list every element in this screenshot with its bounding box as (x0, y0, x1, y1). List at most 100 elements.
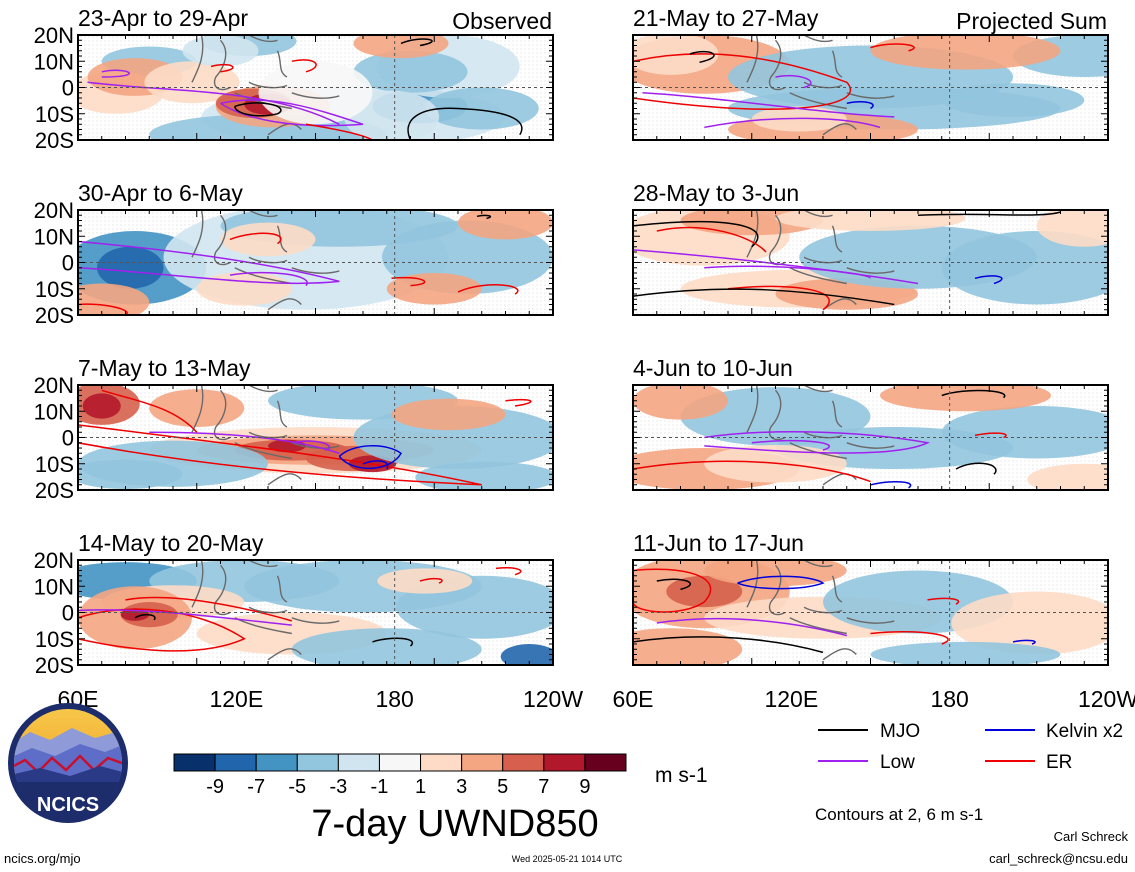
colorbar-tick-label: -5 (288, 776, 306, 798)
coastline (291, 267, 340, 274)
wind-anomaly-shading (415, 461, 553, 490)
latitude-label: 10N (34, 574, 74, 599)
filter-contour (407, 107, 523, 140)
colorbar-box (296, 753, 339, 772)
coastline (803, 606, 843, 614)
filter-contour (505, 398, 532, 407)
map-panel: 28-May to 3-Jun (632, 180, 1109, 316)
coastline (846, 267, 895, 274)
coastline (267, 473, 302, 486)
latitude-label: 10N (34, 224, 74, 249)
latitude-label: 20N (34, 548, 74, 573)
wind-anomaly-shading (353, 35, 449, 59)
wind-anomaly-shading (82, 393, 121, 419)
latitude-label: 20S (35, 303, 74, 328)
filter-contour (917, 211, 1061, 217)
coastline (831, 400, 843, 428)
coastline (291, 617, 340, 624)
colorbar: -9 -7 -5 -3 -1 1 3 5 7 9 (173, 753, 627, 798)
latitude-label: 0 (62, 601, 74, 626)
filter-contour (101, 389, 198, 433)
filter-contour (633, 53, 852, 110)
filter-contour (974, 432, 1007, 439)
panel-title: 14-May to 20-May (78, 530, 264, 556)
wind-anomaly-shading (78, 459, 183, 489)
filter-contour (870, 43, 915, 52)
filter-contour (633, 288, 895, 306)
wind-anomaly-shading (941, 83, 1085, 117)
wind-anomaly-shading (291, 628, 482, 665)
panel-title: 11-Jun to 17-Jun (633, 530, 804, 556)
latitude-label: 10S (35, 627, 74, 652)
coastline (831, 575, 843, 603)
filter-contour (291, 440, 331, 451)
filter-contour (101, 69, 130, 78)
coastline (768, 389, 786, 441)
filter-contour (751, 439, 831, 451)
coastline (846, 442, 895, 449)
filter-contour (400, 38, 433, 47)
coastline (789, 617, 847, 635)
panel-corner-label: Observed (452, 8, 552, 34)
latitude-label: 10N (34, 399, 74, 424)
coastline (213, 564, 231, 616)
colorbar-tick-label: -3 (329, 776, 347, 798)
filter-contour (737, 575, 825, 590)
filter-contour (234, 102, 282, 117)
coastline (822, 648, 857, 661)
map-panel: 4-Jun to 10-Jun (632, 355, 1109, 491)
coastline (291, 92, 340, 99)
latitude-label: 0 (62, 426, 74, 451)
coastline (803, 210, 833, 218)
filter-contour (78, 303, 128, 315)
coastline (768, 564, 786, 616)
legend-label-er: ER (1046, 752, 1072, 773)
coastline (789, 267, 847, 285)
wind-anomaly-shading (870, 641, 1061, 665)
latitude-label: 20S (35, 478, 74, 503)
filter-contour (229, 271, 308, 287)
wind-anomaly-shading (353, 50, 468, 93)
footer-timestamp: Wed 2025-05-21 1014 UTC (512, 854, 623, 864)
legend-label-kelvin: Kelvin x2 (1046, 721, 1123, 742)
coastline (746, 385, 759, 433)
longitude-label: 120W (523, 686, 583, 712)
filter-contour (1012, 639, 1036, 645)
footer-url[interactable]: ncics.org/mjo (4, 851, 81, 866)
coastline (803, 385, 833, 393)
figure-title: 7-day UWND850 (311, 803, 598, 845)
filter-contour (229, 232, 282, 245)
logo-text: NCICS (37, 794, 99, 816)
colorbar-box (461, 753, 504, 772)
wind-anomaly-shading (870, 35, 1061, 70)
wind-anomaly-shading (220, 222, 316, 257)
coastline (213, 39, 231, 91)
longitude-label: 180 (930, 686, 968, 712)
latitude-label: 10S (35, 452, 74, 477)
wind-anomaly-shading (941, 406, 1108, 459)
colorbar-tick-label: 3 (456, 776, 467, 798)
colorbar-box (337, 753, 380, 772)
filter-contour (78, 240, 340, 285)
filter-contour (476, 214, 492, 220)
footer-email[interactable]: carl_schreck@ncsu.edu (989, 851, 1128, 866)
panel-title: 23-Apr to 29-Apr (78, 5, 248, 31)
filter-contour (870, 631, 949, 645)
filter-contour (87, 81, 340, 125)
legend-label-mjo: MJO (880, 721, 920, 742)
coastline (248, 606, 288, 614)
coastline (191, 35, 204, 83)
coastline (276, 400, 288, 428)
wind-anomaly-shading (704, 560, 847, 587)
wind-anomaly-shading (391, 398, 506, 431)
colorbar-tick-label: 1 (415, 776, 426, 798)
filter-contour (419, 577, 443, 584)
coastline (267, 123, 302, 136)
coastline (276, 575, 288, 603)
filter-contour (78, 609, 292, 626)
coastline (746, 35, 759, 83)
colorbar-tick-label: 5 (497, 776, 508, 798)
